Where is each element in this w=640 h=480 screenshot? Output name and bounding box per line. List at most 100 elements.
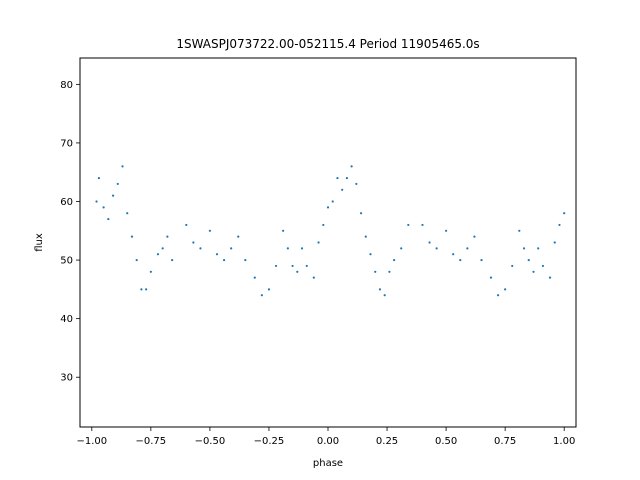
y-axis-label: flux [34, 233, 45, 252]
data-point [305, 264, 308, 268]
data-point [185, 223, 188, 227]
data-point [350, 165, 353, 168]
data-point [95, 200, 98, 203]
data-point [230, 247, 233, 250]
x-axis: −1.00 −0.75 −0.50 −0.25 0.00 0.25 0.50 0.75 1.00 [76, 427, 575, 447]
data-point [407, 223, 410, 227]
data-point [563, 212, 566, 215]
data-point [480, 258, 483, 262]
data-point [369, 253, 372, 256]
data-point [161, 247, 164, 250]
data-point [116, 182, 119, 186]
y-tick-label: 70 [60, 138, 73, 149]
data-point [274, 264, 278, 268]
data-point [504, 288, 507, 291]
data-point [496, 294, 500, 297]
data-point [548, 276, 552, 279]
x-tick-label: 1.00 [553, 436, 575, 447]
data-point [97, 176, 100, 180]
data-point [199, 247, 202, 250]
data-point [452, 253, 455, 256]
data-point [208, 229, 211, 232]
data-point [383, 294, 386, 297]
data-point [326, 206, 330, 209]
data-point [130, 235, 134, 238]
data-point [511, 264, 514, 268]
data-point [222, 258, 226, 262]
x-tick-label: −0.50 [195, 436, 226, 447]
y-axis: 30 40 50 60 70 80 [60, 80, 80, 384]
data-point [149, 270, 152, 273]
data-point [553, 241, 556, 244]
data-point [428, 241, 431, 244]
data-point [291, 264, 294, 268]
x-tick-label: −0.75 [136, 436, 167, 447]
data-point [374, 270, 377, 273]
data-point [341, 188, 344, 191]
data-point [459, 258, 462, 262]
data-point [145, 288, 148, 291]
data-point [267, 288, 271, 291]
y-tick-label: 80 [60, 80, 73, 91]
data-point [537, 247, 540, 250]
data-point [312, 276, 315, 279]
data-point [355, 182, 358, 186]
data-point [489, 276, 493, 279]
data-point [393, 258, 396, 262]
data-point [215, 253, 219, 256]
data-point [421, 223, 424, 227]
data-point [107, 217, 110, 221]
data-point [102, 206, 105, 209]
data-point [156, 253, 160, 256]
data-point [282, 229, 285, 232]
y-tick-label: 40 [60, 314, 73, 325]
x-axis-label: phase [313, 458, 343, 469]
data-point [317, 241, 320, 244]
chart-title: 1SWASPJ073722.00-052115.4 Period 1190546… [176, 37, 479, 51]
data-point [527, 258, 530, 262]
data-point [466, 247, 469, 250]
data-point [300, 247, 304, 250]
data-point [388, 270, 391, 273]
data-point [244, 258, 247, 262]
data-point [253, 276, 256, 279]
y-tick-label: 50 [60, 256, 73, 267]
x-tick-label: 0.50 [435, 436, 457, 447]
data-point [192, 241, 195, 244]
data-point [359, 212, 363, 215]
data-point [558, 223, 561, 227]
x-tick-label: 0.00 [317, 436, 339, 447]
data-point [296, 270, 299, 273]
y-tick-label: 30 [60, 373, 73, 384]
data-point [364, 235, 367, 238]
data-point [336, 176, 339, 180]
data-point [286, 247, 289, 250]
data-point [473, 235, 476, 238]
data-point [435, 247, 438, 250]
data-point [237, 235, 240, 238]
data-point [135, 258, 138, 262]
data-points [95, 165, 566, 297]
data-point [541, 264, 545, 268]
data-point [126, 212, 129, 215]
data-point [260, 294, 263, 297]
y-tick-label: 60 [60, 197, 73, 208]
data-point [522, 247, 526, 250]
data-point [378, 288, 382, 291]
data-point [111, 194, 115, 197]
data-point [171, 258, 174, 262]
x-tick-label: −0.25 [254, 436, 285, 447]
data-point [140, 288, 143, 291]
data-point [166, 235, 169, 238]
data-point [322, 223, 325, 227]
data-point [532, 270, 535, 273]
data-point [331, 200, 334, 203]
data-point [445, 229, 448, 232]
data-point [345, 176, 348, 180]
data-point [400, 247, 403, 250]
data-point [121, 165, 124, 168]
x-tick-label: 0.75 [494, 436, 516, 447]
x-tick-label: −1.00 [76, 436, 107, 447]
